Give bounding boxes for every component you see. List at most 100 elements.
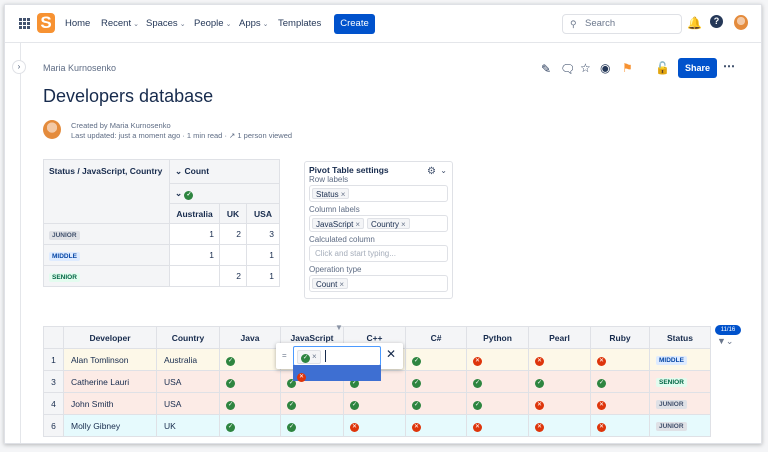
restrictions-icon[interactable]: 🔓 <box>655 61 670 75</box>
tag[interactable]: JavaScript × <box>312 218 365 229</box>
skill-cell[interactable]: ✓ <box>466 392 529 415</box>
app-switcher-icon[interactable] <box>19 18 30 29</box>
tag[interactable]: Status × <box>312 188 350 199</box>
skill-cell[interactable]: ✓ <box>405 348 467 371</box>
developer-cell[interactable]: John Smith <box>63 392 157 415</box>
count-header[interactable]: ⌄ Count <box>169 159 280 184</box>
country-cell[interactable]: Australia <box>156 348 220 371</box>
nav-spaces[interactable]: Spaces ⌄ <box>146 18 186 29</box>
close-icon[interactable]: ✕ <box>385 347 396 361</box>
tag[interactable]: Count × <box>312 278 349 289</box>
developer-cell[interactable]: Alan Tomlinson <box>63 348 157 371</box>
column-filter-icon[interactable]: ▼ <box>335 323 343 332</box>
watch-icon[interactable]: ◉ <box>600 61 611 75</box>
country-cell[interactable]: USA <box>156 370 220 393</box>
notifications-icon[interactable]: 🔔 <box>687 16 702 30</box>
chevron-down-icon[interactable]: ⌄ <box>440 166 447 175</box>
skill-cell[interactable]: ✕ <box>590 414 650 437</box>
skill-cell[interactable]: ✕ <box>466 414 529 437</box>
column-labels-field[interactable]: JavaScript × Country × <box>309 215 448 232</box>
developer-cell[interactable]: Molly Gibney <box>63 414 157 437</box>
operation-type-label: Operation type <box>309 265 362 274</box>
calculated-column-input[interactable]: Click and start typing... <box>309 245 448 262</box>
row-labels-field[interactable]: Status × <box>309 185 448 202</box>
remove-icon[interactable]: × <box>339 280 345 289</box>
country-cell[interactable]: USA <box>156 392 220 415</box>
filter-tag[interactable]: ✓ × <box>297 350 321 364</box>
status-cell[interactable]: SENIOR <box>649 370 711 393</box>
status-cell[interactable]: JUNIOR <box>649 392 711 415</box>
filter-count-badge: 11/16 <box>715 325 741 335</box>
column-header[interactable]: Python <box>466 326 529 349</box>
search-input[interactable]: ⚲ Search <box>562 14 682 34</box>
skill-cell[interactable]: ✕ <box>590 348 650 371</box>
remove-icon[interactable]: × <box>355 220 361 229</box>
nav-apps[interactable]: Apps ⌄ <box>239 18 269 29</box>
skill-cell[interactable]: ✓ <box>219 392 281 415</box>
filter-option-cross[interactable]: ✕ <box>293 365 381 382</box>
column-header[interactable]: Ruby <box>590 326 650 349</box>
check-icon: ✓ <box>535 378 544 388</box>
check-icon: ✓ <box>184 190 194 200</box>
skill-cell[interactable]: ✓ <box>590 370 650 393</box>
remove-icon[interactable]: × <box>340 190 346 199</box>
column-header[interactable]: C# <box>405 326 467 349</box>
pivot-cell: 2 <box>219 265 247 287</box>
column-header[interactable]: Status <box>649 326 711 349</box>
skill-cell[interactable]: ✓ <box>466 370 529 393</box>
skill-cell[interactable]: ✕ <box>528 348 591 371</box>
skill-cell[interactable]: ✓ <box>219 348 281 371</box>
column-header[interactable]: Developer <box>63 326 157 349</box>
skill-cell[interactable]: ✓ <box>219 370 281 393</box>
developer-cell[interactable]: Catherine Lauri <box>63 370 157 393</box>
more-icon[interactable]: ⋯ <box>723 59 735 73</box>
skill-cell[interactable]: ✓ <box>405 370 467 393</box>
nav-home[interactable]: Home <box>65 18 91 29</box>
skill-cell[interactable]: ✕ <box>528 414 591 437</box>
column-header[interactable]: Java <box>219 326 281 349</box>
skill-cell[interactable]: ✕ <box>466 348 529 371</box>
remove-icon[interactable]: × <box>312 352 317 361</box>
status-cell[interactable]: JUNIOR <box>649 414 711 437</box>
skill-cell[interactable]: ✕ <box>405 414 467 437</box>
gear-icon[interactable]: ⚙ <box>427 166 436 177</box>
filter-icon[interactable]: ▼⌄ <box>717 336 734 346</box>
pivot-corner: Status / JavaScript, Country <box>43 159 170 224</box>
skill-cell[interactable]: ✕ <box>343 414 406 437</box>
skill-cell[interactable]: ✓ <box>405 392 467 415</box>
column-header[interactable] <box>43 326 64 349</box>
cross-icon: ✕ <box>412 422 421 432</box>
column-header[interactable]: Pearl <box>528 326 591 349</box>
share-button[interactable]: Share <box>678 58 717 78</box>
remove-icon[interactable]: × <box>401 220 406 229</box>
nav-templates[interactable]: Templates <box>278 18 322 29</box>
filter-value-input[interactable]: ✓ × <box>293 346 381 366</box>
skill-cell[interactable]: ✓ <box>343 392 406 415</box>
chevron-down-icon: ⌄ <box>133 21 139 28</box>
column-header[interactable]: Country <box>156 326 220 349</box>
skill-cell[interactable]: ✕ <box>590 392 650 415</box>
operation-type-field[interactable]: Count × <box>309 275 448 292</box>
tag[interactable]: Country × <box>367 218 410 229</box>
skill-cell[interactable]: ✓ <box>219 414 281 437</box>
javascript-group[interactable]: ⌄ ✓ <box>169 183 280 204</box>
app-icon[interactable]: ⚑ <box>622 61 633 75</box>
skill-cell[interactable]: ✓ <box>280 414 344 437</box>
create-button[interactable]: Create <box>334 14 375 34</box>
breadcrumb[interactable]: Maria Kurnosenko <box>43 63 117 73</box>
help-icon[interactable]: ? <box>710 15 723 28</box>
comment-icon[interactable]: 🗨 <box>560 62 576 76</box>
user-avatar[interactable] <box>734 15 748 30</box>
status-cell[interactable]: MIDDLE <box>649 348 711 371</box>
edit-icon[interactable]: ✎ <box>541 62 552 76</box>
expand-sidebar-button[interactable]: › <box>12 60 26 74</box>
nav-people[interactable]: People ⌄ <box>194 18 232 29</box>
skill-cell[interactable]: ✓ <box>528 370 591 393</box>
star-icon[interactable]: ☆ <box>580 61 591 75</box>
skill-cell[interactable]: ✕ <box>528 392 591 415</box>
nav-recent[interactable]: Recent ⌄ <box>101 18 139 29</box>
country-cell[interactable]: UK <box>156 414 220 437</box>
skill-cell[interactable]: ✓ <box>280 392 344 415</box>
row-number: 6 <box>43 414 64 437</box>
logo[interactable]: S <box>37 13 55 33</box>
